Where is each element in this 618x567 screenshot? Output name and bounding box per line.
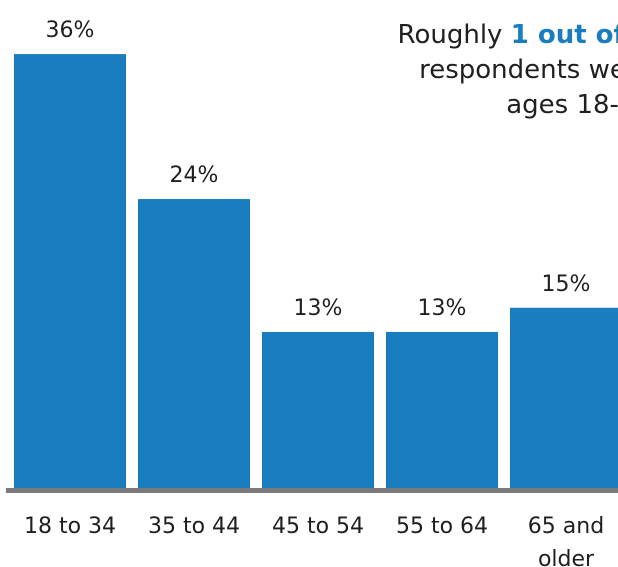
bar-2 [262, 331, 374, 489]
bar-0 [14, 54, 126, 489]
data-label-2: 13% [294, 296, 343, 321]
bar-4 [510, 307, 618, 489]
data-label-1: 24% [170, 163, 219, 188]
category-label-4: 65 and older [528, 514, 604, 567]
category-label-1: 35 to 44 [148, 514, 240, 539]
annotation-line-3: ages 18-34 [506, 90, 618, 120]
annotation-prefix: Roughly [397, 20, 511, 50]
bar-1 [138, 199, 250, 489]
data-label-0: 36% [46, 18, 95, 43]
category-label-0: 18 to 34 [24, 514, 116, 539]
annotation-line-1: Roughly 1 out of 3 [352, 18, 618, 53]
data-label-3: 13% [418, 296, 467, 321]
bar-3 [386, 331, 498, 489]
data-label-4: 15% [542, 272, 591, 297]
category-label-2: 45 to 54 [272, 514, 364, 539]
annotation-highlight: 1 out of 3 [510, 20, 618, 50]
annotation-line-2: respondents were [419, 55, 618, 85]
category-label-3: 55 to 64 [396, 514, 488, 539]
chart-annotation: Roughly 1 out of 3 respondents were ages… [352, 18, 618, 123]
x-axis-line [6, 488, 618, 493]
